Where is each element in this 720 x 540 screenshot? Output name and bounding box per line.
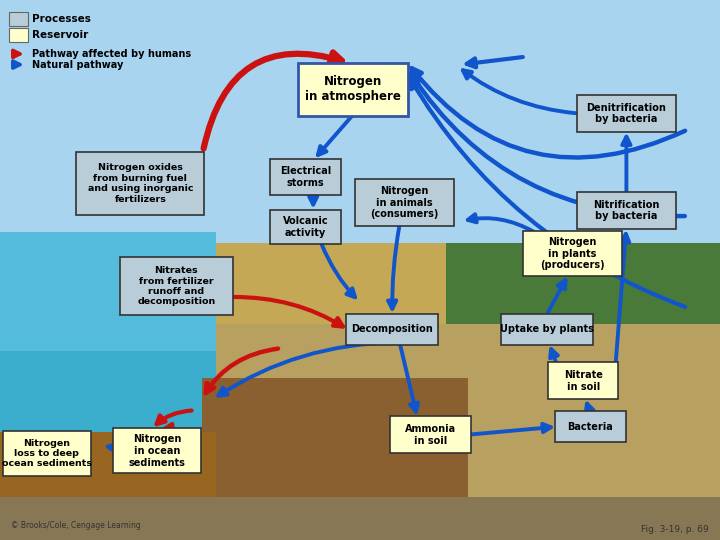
Polygon shape — [446, 243, 720, 324]
Text: Pathway affected by humans: Pathway affected by humans — [32, 49, 192, 59]
FancyBboxPatch shape — [577, 95, 676, 132]
Text: Decomposition: Decomposition — [351, 325, 433, 334]
FancyBboxPatch shape — [355, 179, 454, 226]
FancyBboxPatch shape — [270, 210, 341, 244]
Text: Nitrates
from fertilizer
runoff and
decomposition: Nitrates from fertilizer runoff and deco… — [138, 266, 215, 306]
FancyBboxPatch shape — [270, 159, 341, 195]
FancyBboxPatch shape — [9, 28, 28, 42]
Text: Ammonia
in soil: Ammonia in soil — [405, 424, 456, 446]
Text: Nitrogen
in atmosphere: Nitrogen in atmosphere — [305, 75, 401, 103]
FancyBboxPatch shape — [501, 314, 593, 345]
Text: Nitrogen
in ocean
sediments: Nitrogen in ocean sediments — [129, 434, 185, 468]
Polygon shape — [202, 378, 468, 497]
Text: Natural pathway: Natural pathway — [32, 59, 124, 70]
FancyBboxPatch shape — [9, 12, 28, 26]
Text: Denitrification
by bacteria: Denitrification by bacteria — [587, 103, 666, 124]
Text: Nitrate
in soil: Nitrate in soil — [564, 370, 603, 392]
Text: Nitrogen
loss to deep
ocean sediments: Nitrogen loss to deep ocean sediments — [2, 438, 92, 469]
Text: Fig. 3-19, p. 69: Fig. 3-19, p. 69 — [642, 524, 709, 534]
Polygon shape — [202, 243, 720, 497]
Text: Processes: Processes — [32, 15, 91, 24]
Text: Electrical
storms: Electrical storms — [279, 166, 331, 188]
Text: Nitrogen oxides
from burning fuel
and using inorganic
fertilizers: Nitrogen oxides from burning fuel and us… — [88, 164, 193, 204]
Text: Volcanic
activity: Volcanic activity — [282, 216, 328, 238]
FancyBboxPatch shape — [390, 416, 471, 453]
FancyBboxPatch shape — [298, 63, 408, 116]
Text: Uptake by plants: Uptake by plants — [500, 325, 594, 334]
Bar — [0, 497, 720, 540]
FancyBboxPatch shape — [113, 429, 201, 473]
FancyBboxPatch shape — [577, 192, 676, 229]
Polygon shape — [0, 243, 216, 497]
FancyBboxPatch shape — [555, 411, 626, 442]
Text: Bacteria: Bacteria — [567, 422, 613, 431]
Text: © Brooks/Cole, Cengage Learning: © Brooks/Cole, Cengage Learning — [11, 521, 140, 530]
FancyBboxPatch shape — [523, 231, 622, 276]
Text: Reservoir: Reservoir — [32, 30, 89, 40]
FancyBboxPatch shape — [346, 314, 438, 345]
Bar — [0, 432, 216, 497]
Text: Nitrogen
in plants
(producers): Nitrogen in plants (producers) — [540, 237, 605, 271]
Polygon shape — [202, 243, 446, 324]
Bar — [0, 518, 720, 540]
FancyBboxPatch shape — [76, 152, 204, 215]
FancyBboxPatch shape — [548, 362, 618, 399]
FancyBboxPatch shape — [120, 257, 233, 315]
Text: Nitrogen
in animals
(consumers): Nitrogen in animals (consumers) — [371, 186, 438, 219]
Bar — [0, 232, 216, 351]
Text: Nitrification
by bacteria: Nitrification by bacteria — [593, 200, 660, 221]
FancyBboxPatch shape — [2, 431, 91, 476]
